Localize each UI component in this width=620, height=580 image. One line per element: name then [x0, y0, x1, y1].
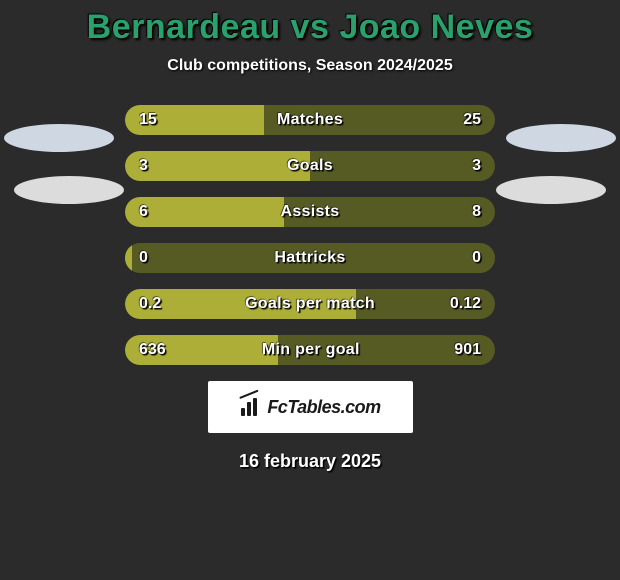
- cmp-row-assists: 6Assists8: [125, 197, 495, 227]
- cmp-right-value: 25: [463, 105, 481, 135]
- cmp-label: Min per goal: [125, 335, 495, 365]
- cmp-row-matches: 15Matches25: [125, 105, 495, 135]
- cmp-right-value: 3: [472, 151, 481, 181]
- cmp-label: Matches: [125, 105, 495, 135]
- subtitle: Club competitions, Season 2024/2025: [0, 57, 620, 75]
- cmp-right-value: 0.12: [450, 289, 481, 319]
- attribution-text: FcTables.com: [267, 397, 380, 418]
- comparison-bars: 15Matches25 3Goals3 6Assists8 0Hattricks0 0.…: [0, 105, 620, 472]
- cmp-right-value: 901: [454, 335, 481, 365]
- attribution-badge: FcTables.com: [208, 381, 413, 433]
- cmp-row-min-per-goal: 636Min per goal901: [125, 335, 495, 365]
- cmp-label: Goals: [125, 151, 495, 181]
- snapshot-date: 16 february 2025: [0, 451, 620, 472]
- fctables-logo-icon: [239, 396, 261, 418]
- cmp-row-hattricks: 0Hattricks0: [125, 243, 495, 273]
- cmp-row-goals: 3Goals3: [125, 151, 495, 181]
- cmp-label: Goals per match: [125, 289, 495, 319]
- cmp-right-value: 8: [472, 197, 481, 227]
- cmp-row-goals-per-match: 0.2Goals per match0.12: [125, 289, 495, 319]
- page-title: Bernardeau vs Joao Neves: [0, 0, 620, 47]
- cmp-right-value: 0: [472, 243, 481, 273]
- cmp-label: Hattricks: [125, 243, 495, 273]
- cmp-label: Assists: [125, 197, 495, 227]
